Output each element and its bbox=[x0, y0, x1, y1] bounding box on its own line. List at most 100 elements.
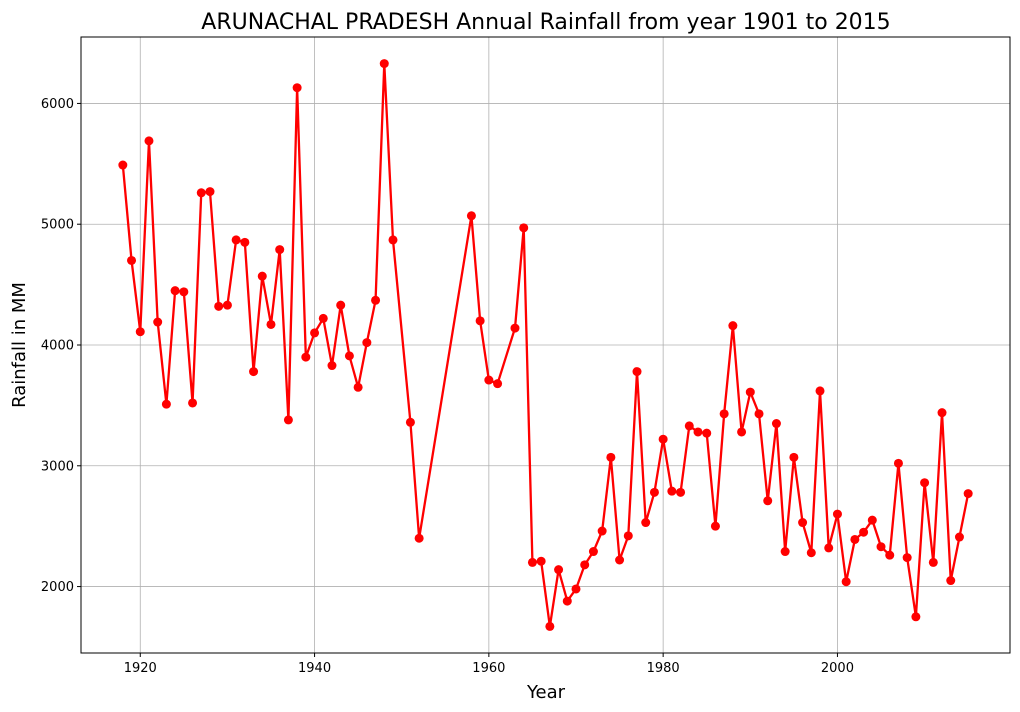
data-point bbox=[493, 379, 503, 389]
y-tick-label: 3000 bbox=[41, 459, 74, 474]
data-point bbox=[536, 556, 546, 566]
data-point bbox=[153, 317, 163, 327]
data-point bbox=[266, 319, 276, 329]
data-point bbox=[240, 237, 250, 247]
data-point bbox=[249, 367, 259, 377]
data-point bbox=[824, 543, 834, 553]
data-point bbox=[301, 352, 311, 362]
data-point bbox=[920, 478, 930, 488]
data-point bbox=[196, 188, 206, 198]
data-point bbox=[179, 287, 189, 297]
data-point bbox=[170, 286, 180, 296]
data-point bbox=[161, 399, 171, 409]
data-point bbox=[231, 235, 241, 245]
x-tick-label: 1960 bbox=[472, 661, 505, 676]
data-point bbox=[850, 534, 860, 544]
data-point bbox=[580, 560, 590, 570]
data-point bbox=[667, 486, 677, 496]
data-point bbox=[806, 548, 816, 558]
data-point bbox=[588, 547, 598, 557]
data-point bbox=[519, 223, 529, 233]
data-point bbox=[859, 527, 869, 537]
x-axis: 1920 1940 1960 1980 2000 bbox=[124, 653, 854, 676]
data-point bbox=[954, 532, 964, 542]
data-point bbox=[475, 316, 485, 326]
data-point bbox=[615, 555, 625, 565]
data-point bbox=[963, 489, 973, 499]
data-point bbox=[632, 367, 642, 377]
data-point bbox=[946, 576, 956, 586]
data-point bbox=[405, 417, 415, 427]
y-axis-title: Rainfall in MM bbox=[9, 282, 30, 408]
data-point bbox=[876, 542, 886, 552]
data-point bbox=[275, 245, 285, 255]
data-point bbox=[780, 547, 790, 557]
data-point bbox=[658, 434, 668, 444]
data-point bbox=[798, 518, 808, 528]
data-point bbox=[466, 211, 476, 221]
data-point bbox=[911, 612, 921, 622]
data-point bbox=[205, 187, 215, 197]
series-layer bbox=[118, 59, 973, 631]
data-point bbox=[832, 509, 842, 519]
x-tick-label: 1980 bbox=[647, 661, 680, 676]
data-point bbox=[902, 553, 912, 563]
data-point bbox=[676, 487, 686, 497]
data-point bbox=[510, 323, 520, 333]
data-point bbox=[937, 408, 947, 418]
data-point bbox=[641, 518, 651, 528]
y-tick-label: 6000 bbox=[41, 97, 74, 112]
data-point bbox=[371, 295, 381, 305]
data-point bbox=[928, 557, 938, 567]
data-point bbox=[623, 531, 633, 541]
x-tick-label: 2000 bbox=[821, 661, 854, 676]
data-point bbox=[554, 565, 564, 575]
data-point bbox=[771, 419, 781, 429]
data-point bbox=[815, 386, 825, 396]
data-point bbox=[144, 136, 154, 146]
x-tick-label: 1920 bbox=[124, 661, 157, 676]
data-point bbox=[841, 577, 851, 587]
data-point bbox=[719, 409, 729, 419]
data-point bbox=[893, 458, 903, 468]
x-tick-label: 1940 bbox=[298, 661, 331, 676]
data-point bbox=[318, 313, 328, 323]
data-point bbox=[527, 557, 537, 567]
data-point bbox=[545, 621, 555, 631]
y-tick-label: 4000 bbox=[41, 339, 74, 354]
data-point bbox=[118, 160, 128, 170]
y-tick-label: 5000 bbox=[41, 218, 74, 233]
data-point bbox=[353, 382, 363, 392]
data-point bbox=[362, 338, 372, 348]
data-point bbox=[885, 550, 895, 560]
data-point bbox=[257, 271, 267, 281]
data-point bbox=[127, 255, 137, 265]
data-point bbox=[710, 521, 720, 531]
data-point bbox=[754, 409, 764, 419]
data-point bbox=[867, 515, 877, 525]
data-point bbox=[188, 398, 198, 408]
y-tick-label: 2000 bbox=[41, 580, 74, 595]
data-point bbox=[222, 300, 232, 310]
data-point bbox=[135, 327, 145, 337]
data-point bbox=[737, 427, 747, 437]
data-point bbox=[597, 526, 607, 536]
data-point bbox=[379, 59, 389, 69]
data-point bbox=[484, 375, 494, 385]
data-point bbox=[336, 300, 346, 310]
data-point bbox=[388, 235, 398, 245]
data-point bbox=[649, 487, 659, 497]
data-point bbox=[292, 83, 302, 93]
data-point bbox=[283, 415, 293, 425]
data-point bbox=[728, 321, 738, 331]
data-point bbox=[310, 328, 320, 338]
x-axis-title: Year bbox=[526, 682, 566, 703]
data-point bbox=[414, 533, 424, 543]
data-point bbox=[606, 452, 616, 462]
data-point bbox=[693, 427, 703, 437]
y-axis: 2000 3000 4000 5000 6000 bbox=[41, 97, 81, 595]
data-point bbox=[789, 452, 799, 462]
data-point bbox=[327, 361, 337, 371]
chart-title: ARUNACHAL PRADESH Annual Rainfall from y… bbox=[201, 10, 890, 35]
data-point bbox=[745, 387, 755, 397]
